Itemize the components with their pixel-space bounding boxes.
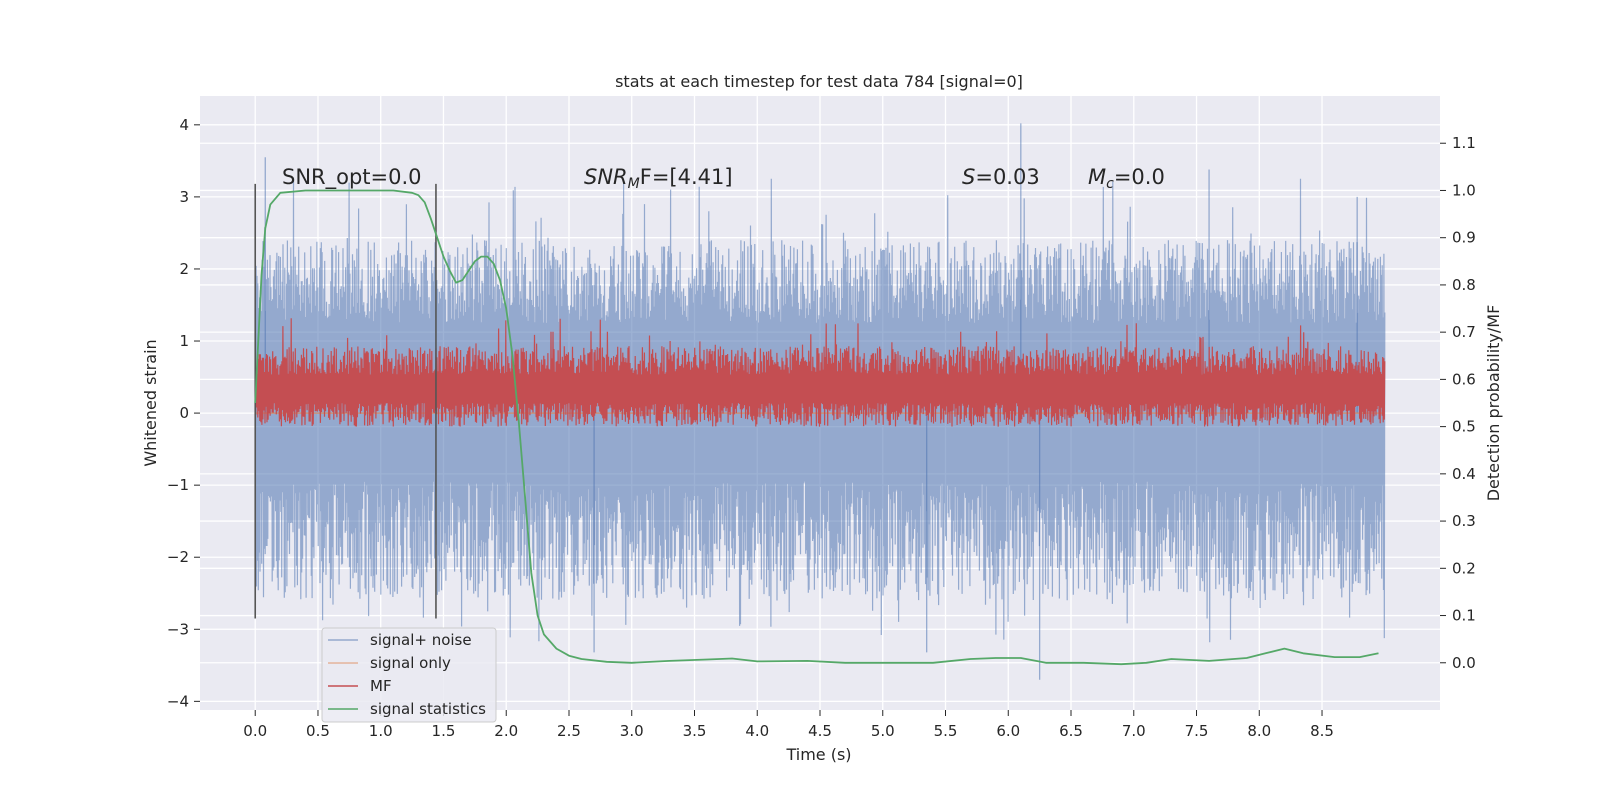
annotation-snr-mf-main: SNR <box>584 165 628 189</box>
annotation-mc: Mc=0.0 <box>1088 165 1165 192</box>
x-tick-label: 2.0 <box>494 722 518 740</box>
x-tick-label: 3.5 <box>683 722 707 740</box>
legend-label-signal-noise: signal+ noise <box>370 631 472 649</box>
annotation-snr-mf-rest: F=[4.41] <box>640 165 733 189</box>
legend-label-signal-statistics: signal statistics <box>370 700 486 718</box>
signal-statistics-series <box>254 189 1379 666</box>
y2-tick-label: 0.5 <box>1452 418 1476 436</box>
y-tick-label: 0 <box>179 404 189 422</box>
x-tick-label: 4.5 <box>808 722 832 740</box>
y2-tick-label: 0.7 <box>1452 323 1476 341</box>
x-tick-label: 4.0 <box>745 722 769 740</box>
legend-label-mf: MF <box>370 677 392 695</box>
x-tick-label: 3.0 <box>620 722 644 740</box>
y2-tick-label: 1.1 <box>1452 134 1476 152</box>
annotation-s-main: S <box>962 165 975 189</box>
y-axis-label: Whitened strain <box>141 339 160 466</box>
y-tick-label: −3 <box>167 620 189 638</box>
chart-title: stats at each timestep for test data 784… <box>615 72 1023 91</box>
x-tick-label: 1.5 <box>432 722 456 740</box>
y-tick-label: 2 <box>179 260 189 278</box>
x-tick-label: 8.5 <box>1310 722 1334 740</box>
x-tick-label: 5.0 <box>871 722 895 740</box>
x-tick-label: 0.5 <box>306 722 330 740</box>
y2-axis-label: Detection probability/MF <box>1484 305 1503 502</box>
y-tick-label: −4 <box>167 692 189 710</box>
x-tick-label: 7.5 <box>1185 722 1209 740</box>
annotation-mc-main: M <box>1088 165 1106 189</box>
y2-tick-label: 0.2 <box>1452 559 1476 577</box>
mf-series <box>254 318 1386 427</box>
y2-tick-label: 0.9 <box>1452 229 1476 247</box>
y-tick-label: 4 <box>179 116 189 134</box>
annotation-snr-mf: SNRMF=[4.41] <box>584 165 733 192</box>
y2-tick-label: 0.4 <box>1452 465 1476 483</box>
signal-noise-series <box>254 123 1386 680</box>
x-tick-label: 8.0 <box>1247 722 1271 740</box>
x-tick-label: 1.0 <box>369 722 393 740</box>
signal-noise-line <box>254 177 1386 643</box>
x-tick-label: 6.5 <box>1059 722 1083 740</box>
annotation-snr-mf-sub: M <box>628 176 640 192</box>
x-tick-label: 0.0 <box>243 722 267 740</box>
x-tick-label: 7.0 <box>1122 722 1146 740</box>
signal-statistics-line <box>254 189 1379 666</box>
y-tick-label: 1 <box>179 332 189 350</box>
legend: signal+ noise signal only MF signal stat… <box>321 627 497 723</box>
y2-tick-label: 1.0 <box>1452 181 1476 199</box>
y2-tick-label: 0.8 <box>1452 276 1476 294</box>
legend-label-signal-only: signal only <box>370 654 451 672</box>
x-axis-label: Time (s) <box>785 745 851 764</box>
y2-tick-label: 0.1 <box>1452 607 1476 625</box>
annotation-mc-rest: =0.0 <box>1114 165 1165 189</box>
y2-tick-label: 0.6 <box>1452 370 1476 388</box>
y2-tick-label: 0.3 <box>1452 512 1476 530</box>
annotation-s: S=0.03 <box>962 165 1040 189</box>
mf-line <box>254 318 1386 427</box>
x-tick-label: 2.5 <box>557 722 581 740</box>
y-tick-label: −2 <box>167 548 189 566</box>
y-tick-label: 3 <box>179 188 189 206</box>
annotation-mc-sub: c <box>1106 176 1114 192</box>
axis-ticks: 0.0 0.5 1.0 1.5 2.0 2.5 3.0 3.5 4.0 4.5 5.0 5.5 6.0 6… <box>167 116 1476 740</box>
x-tick-label: 6.0 <box>996 722 1020 740</box>
annotation-s-rest: =0.03 <box>975 165 1039 189</box>
y-tick-label: −1 <box>167 476 189 494</box>
x-tick-label: 5.5 <box>934 722 958 740</box>
annotation-snr-opt: SNR_opt=0.0 <box>282 165 422 190</box>
legend-box <box>321 627 497 723</box>
y2-tick-label: 0.0 <box>1452 654 1476 672</box>
